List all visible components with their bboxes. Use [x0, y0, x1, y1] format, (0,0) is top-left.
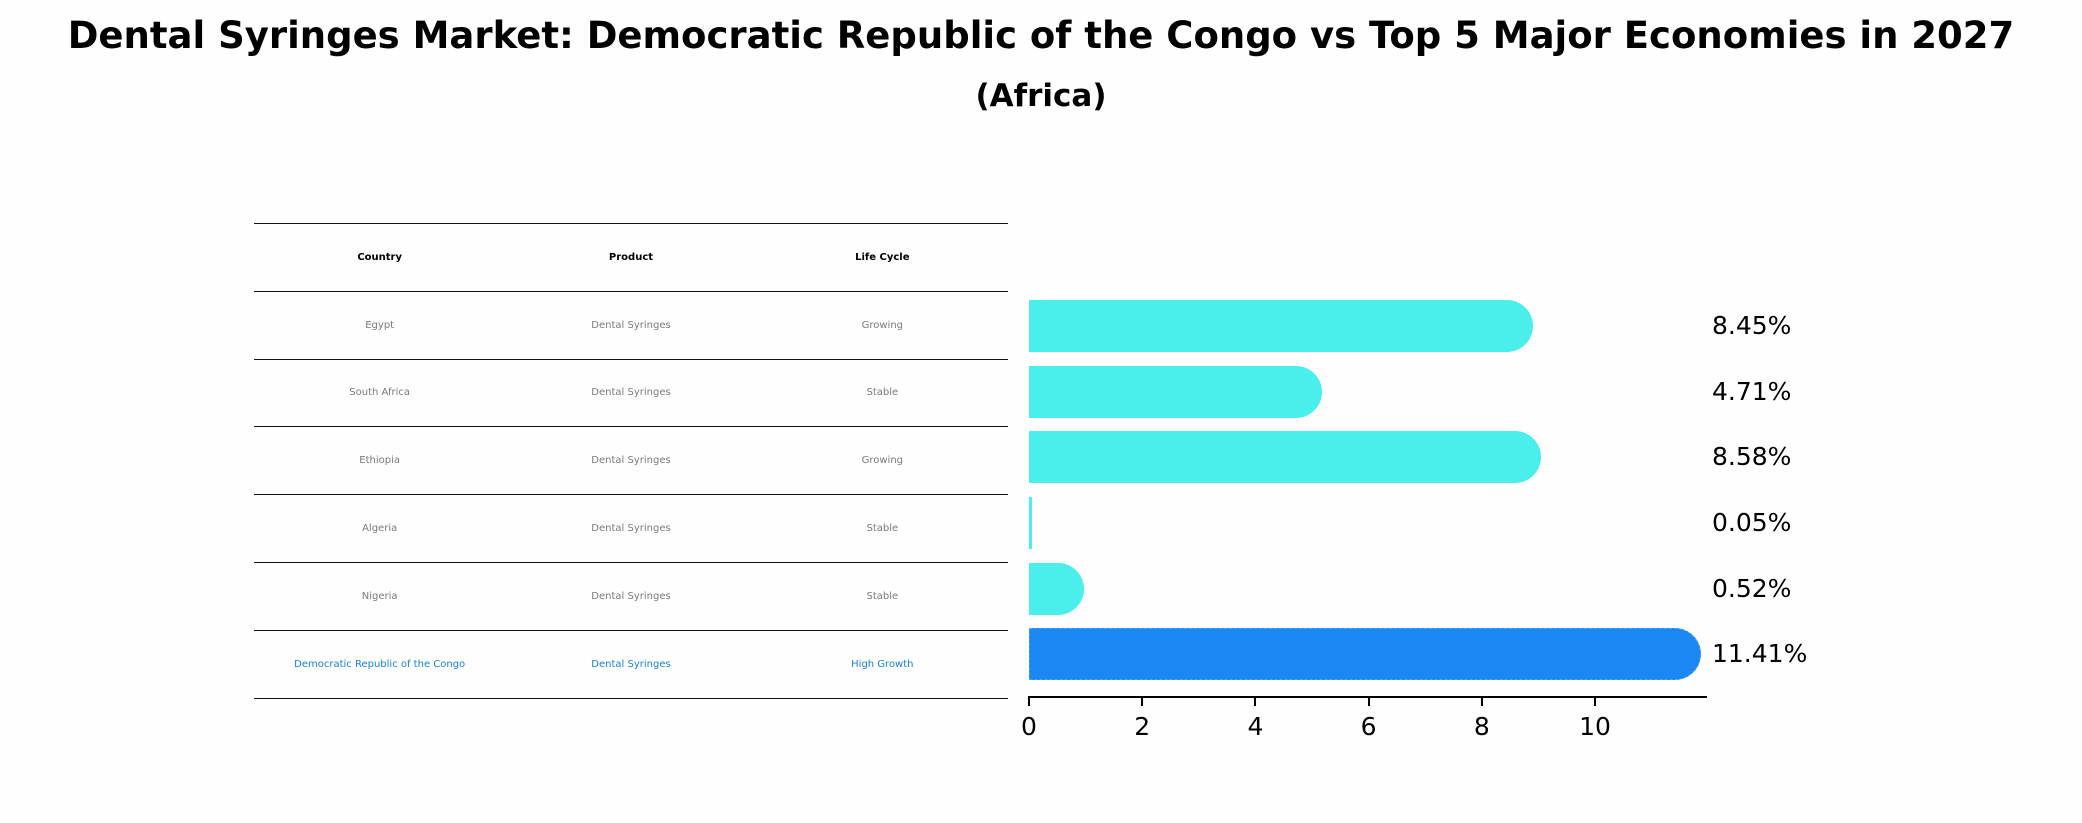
x-tick [1480, 697, 1483, 706]
x-tick [1367, 697, 1370, 706]
chart-subtitle: (Africa) [975, 78, 1107, 114]
value-label: 4.71% [1712, 377, 1792, 406]
cell-product: Dental Syringes [591, 455, 671, 467]
value-label: 0.05% [1712, 508, 1792, 537]
cell-country: Democratic Republic of the Congo [294, 658, 466, 670]
cell-country: Algeria [362, 523, 398, 535]
cell-life-cycle: High Growth [851, 658, 914, 670]
cell-life-cycle: Growing [861, 319, 904, 331]
chart-title: Dental Syringes Market: Democratic Repub… [67, 14, 2015, 57]
bar-highlighted [1029, 628, 1701, 680]
header-country: Country [357, 251, 402, 263]
value-label: 8.58% [1712, 442, 1792, 471]
x-tick [1141, 697, 1144, 706]
bar [1029, 366, 1322, 418]
x-tick-label: 8 [1473, 712, 1490, 741]
x-tick-label: 6 [1360, 712, 1377, 741]
bar [1029, 431, 1541, 483]
cell-country: Nigeria [361, 590, 398, 602]
header-life-cycle: Life Cycle [855, 251, 910, 263]
table-row: Ethiopia Dental Syringes Growing [254, 426, 1008, 494]
data-table: Country Product Life Cycle Egypt Dental … [254, 223, 1008, 699]
value-label: 11.41% [1712, 639, 1808, 668]
bar [1029, 563, 1085, 615]
cell-life-cycle: Stable [866, 590, 899, 602]
value-label: 8.45% [1712, 311, 1792, 340]
bar [1029, 497, 1032, 549]
x-tick-label: 2 [1134, 712, 1151, 741]
cell-product: Dental Syringes [591, 658, 671, 670]
cell-life-cycle: Growing [861, 455, 904, 467]
x-axis-line [1028, 696, 1707, 698]
cell-product: Dental Syringes [591, 523, 671, 535]
table-row: Algeria Dental Syringes Stable [254, 494, 1008, 562]
table-row: Egypt Dental Syringes Growing [254, 290, 1008, 359]
x-tick-label: 4 [1247, 712, 1264, 741]
bar [1029, 300, 1534, 352]
table-header-row: Country Product Life Cycle [254, 223, 1008, 291]
cell-life-cycle: Stable [866, 523, 899, 535]
table-row-highlighted: Democratic Republic of the Congo Dental … [254, 629, 1008, 699]
x-tick [1594, 697, 1596, 706]
x-tick [1254, 697, 1257, 706]
table-row: South Africa Dental Syringes Stable [254, 358, 1008, 427]
table-row: Nigeria Dental Syringes Stable [254, 561, 1008, 630]
cell-country: Ethiopia [359, 455, 401, 467]
cell-product: Dental Syringes [591, 590, 671, 602]
x-tick-label: 0 [1021, 712, 1037, 741]
cell-country: South Africa [349, 387, 411, 399]
value-label: 0.52% [1712, 574, 1792, 603]
header-product: Product [608, 251, 654, 263]
cell-product: Dental Syringes [591, 319, 671, 331]
cell-country: Egypt [365, 319, 395, 331]
cell-life-cycle: Stable [866, 387, 899, 399]
x-tick-label: 10 [1579, 712, 1611, 741]
cell-product: Dental Syringes [591, 387, 671, 399]
x-tick [1028, 697, 1030, 706]
